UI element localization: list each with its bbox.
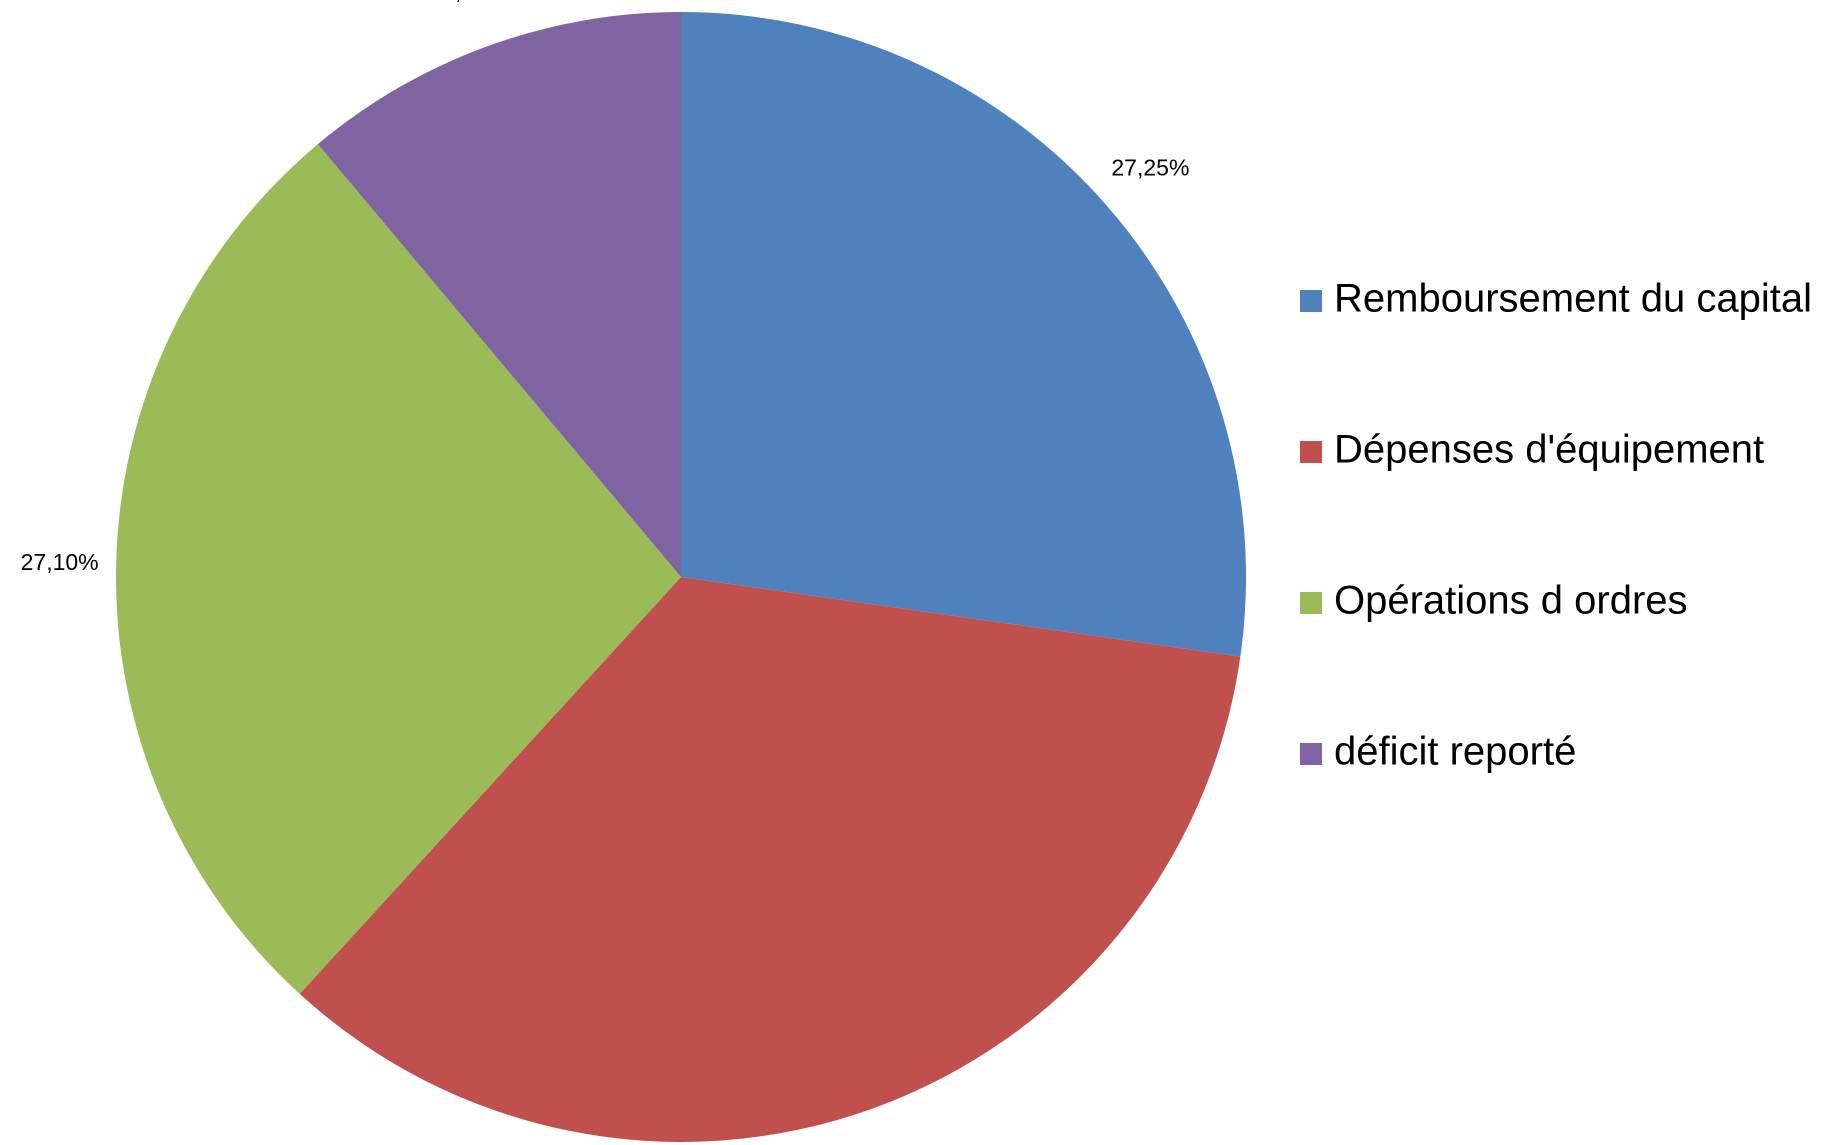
legend-swatch (1300, 441, 1322, 463)
data-label: 27,25% (1111, 155, 1189, 181)
pie-slice (681, 12, 1246, 657)
legend-label: Dépenses d'équipement (1334, 428, 1764, 472)
data-label: 27,10% (21, 549, 99, 575)
pie-slice (116, 144, 681, 994)
legend-label: Opérations d ordres (1334, 579, 1688, 623)
legend-swatch (1300, 743, 1322, 765)
data-label: 11,11% (431, 0, 506, 4)
legend-label: Remboursement du capital (1334, 277, 1812, 321)
legend-label: déficit reporté (1334, 730, 1576, 774)
pie-slice (299, 577, 1241, 1142)
legend-swatch (1300, 290, 1322, 312)
pie-slice (317, 12, 681, 577)
legend-swatch (1300, 592, 1322, 614)
